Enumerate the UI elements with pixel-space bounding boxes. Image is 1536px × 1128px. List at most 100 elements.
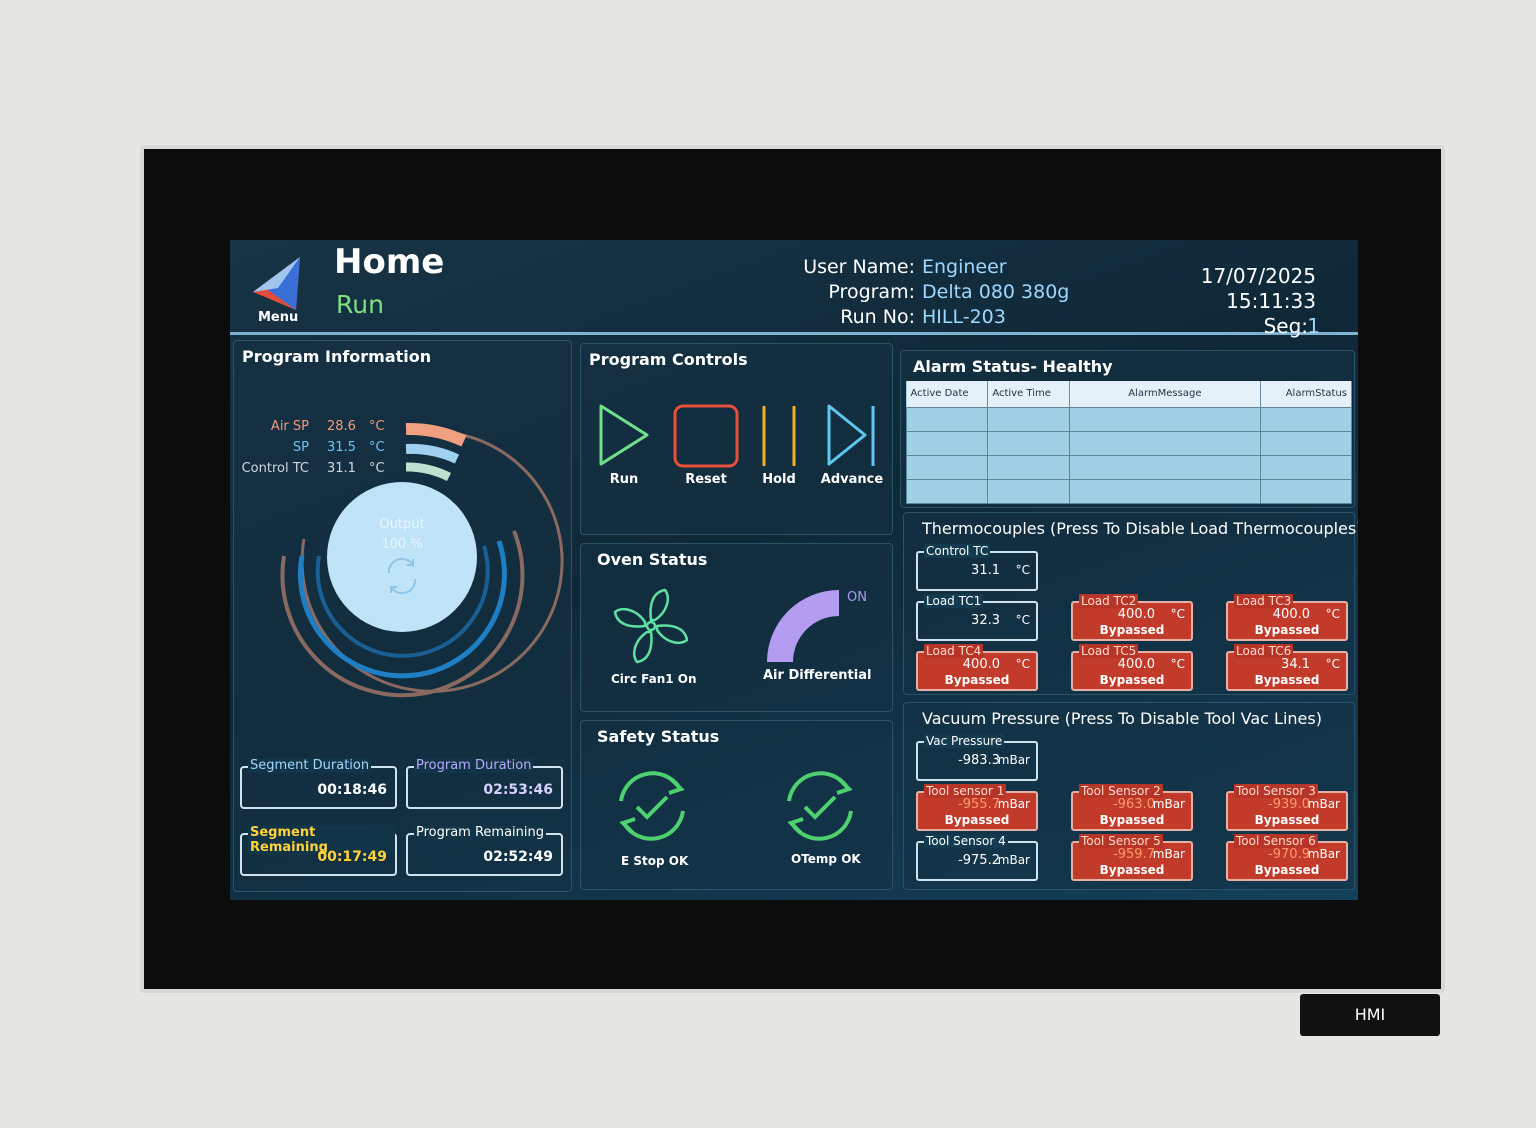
menu-button[interactable]: Menu — [248, 252, 308, 332]
sensor-unit: °C — [1015, 613, 1030, 627]
alarm-column-label: AlarmStatus — [1285, 388, 1347, 400]
alarm-row — [905, 454, 1353, 480]
sensor-unit: mBar — [1152, 797, 1185, 811]
sensor-box[interactable]: Load TC6 34.1 °C Bypassed — [1226, 644, 1348, 691]
sensor-box[interactable]: Load TC2 400.0 °C Bypassed — [1071, 594, 1193, 641]
reading-value: 28.6 — [327, 419, 356, 434]
sensor-label: Load TC1 — [924, 594, 984, 608]
field-value: Engineer — [922, 256, 1007, 278]
panel-title: Vacuum Pressure (Press To Disable Tool V… — [922, 709, 1322, 728]
alarm-cell — [987, 454, 1071, 480]
air-differential-gauge — [767, 590, 839, 662]
sensor-status: Bypassed — [944, 673, 1010, 687]
sensor-box[interactable]: Control TC 31.1 °C — [916, 544, 1038, 591]
panel-title: Program Information — [242, 347, 432, 366]
duration-box: Segment Remaining 00:17:49 — [240, 825, 397, 876]
sensor-unit: mBar — [1307, 797, 1340, 811]
sensor-value: 400.0 — [962, 657, 1000, 672]
reset-icon — [673, 404, 739, 468]
sensor-box[interactable]: Tool Sensor 3 -939.0 mBar Bypassed — [1226, 784, 1348, 831]
sensor-box[interactable]: Tool sensor 1 -955.7 mBar Bypassed — [916, 784, 1038, 831]
hold-button[interactable]: Hold — [744, 402, 814, 497]
reset-button[interactable]: Reset — [671, 402, 741, 497]
menu-icon — [253, 257, 300, 310]
reading-unit: °C — [369, 419, 385, 434]
sensor-status: Bypassed — [1099, 813, 1165, 827]
alarm-row — [905, 430, 1353, 456]
safety-status-panel: Safety Status E Stop OK OTemp OK — [580, 720, 893, 890]
seg-value: 1 — [1307, 314, 1320, 338]
reading-label: Control TC — [241, 461, 309, 476]
alarm-cell — [1259, 454, 1353, 480]
time: 15:11:33 — [1226, 289, 1316, 313]
sensor-label: Vac Pressure — [924, 734, 1005, 748]
sensor-status: Bypassed — [1254, 813, 1320, 827]
alarm-column: AlarmMessage — [1069, 381, 1261, 407]
sensor-unit: °C — [1170, 657, 1185, 671]
alarm-cell — [905, 430, 989, 456]
fan-icon — [613, 588, 689, 664]
run-button[interactable]: Run — [589, 402, 659, 497]
output-gauge — [280, 422, 564, 698]
sensor-box[interactable]: Vac Pressure -983.3 mBar — [916, 734, 1038, 781]
alarm-cell — [1069, 406, 1261, 432]
advance-button[interactable]: Advance — [817, 402, 887, 497]
sensor-box[interactable]: Tool Sensor 5 -959.7 mBar Bypassed — [1071, 834, 1193, 881]
alarm-cell — [905, 454, 989, 480]
alarm-cell — [1069, 430, 1261, 456]
otemp-status: OTemp OK — [791, 852, 861, 866]
sensor-box[interactable]: Load TC5 400.0 °C Bypassed — [1071, 644, 1193, 691]
alarm-cell — [1069, 478, 1261, 504]
sensor-label: Tool Sensor 6 — [1234, 834, 1318, 848]
duration-box: Program Duration 02:53:46 — [406, 758, 563, 809]
alarm-header-row: Active Date Active Time AlarmMessage AlarmS… — [906, 381, 1353, 407]
duration-label: Segment Duration — [248, 758, 372, 773]
sensor-status: Bypassed — [1099, 863, 1165, 877]
duration-value: 02:52:49 — [483, 849, 553, 865]
alarm-row — [905, 406, 1353, 432]
sensor-value: 32.3 — [971, 613, 1000, 628]
sensor-box[interactable]: Load TC4 400.0 °C Bypassed — [916, 644, 1038, 691]
sensor-value: 400.0 — [1272, 607, 1310, 622]
sensor-label: Tool Sensor 5 — [1079, 834, 1163, 848]
duration-box: Program Remaining 02:52:49 — [406, 825, 563, 876]
sensor-box[interactable]: Load TC3 400.0 °C Bypassed — [1226, 594, 1348, 641]
alarm-row — [905, 478, 1353, 504]
sensor-unit: mBar — [1152, 847, 1185, 861]
program-controls-panel: Program Controls Run Reset Hold Advance — [580, 343, 893, 535]
sensor-value: 34.1 — [1281, 657, 1310, 672]
duration-label: Program Remaining — [414, 825, 547, 840]
vacuum-panel[interactable]: Vacuum Pressure (Press To Disable Tool V… — [903, 702, 1355, 890]
alarm-cell — [987, 478, 1071, 504]
alarm-cell — [1259, 430, 1353, 456]
alarm-column: AlarmStatus — [1260, 381, 1353, 407]
sensor-value: -955.7 — [958, 797, 1000, 812]
button-label: Run — [609, 472, 639, 487]
safety-ok-icon — [787, 771, 853, 841]
sensor-box[interactable]: Tool Sensor 6 -970.9 mBar Bypassed — [1226, 834, 1348, 881]
safety-ok-icon — [619, 771, 685, 841]
sensor-label: Tool Sensor 4 — [924, 834, 1008, 848]
output-value: 100 % — [381, 537, 423, 552]
alarm-cell — [905, 406, 989, 432]
reading-label: SP — [292, 440, 309, 455]
sensor-label: Tool Sensor 3 — [1234, 784, 1318, 798]
duration-value: 00:18:46 — [317, 782, 387, 798]
sensor-label: Load TC4 — [924, 644, 984, 658]
header: Menu Home Run User Name: Engineer Program:… — [230, 240, 1358, 338]
duration-value: 02:53:46 — [483, 782, 553, 798]
sensor-value: -939.0 — [1268, 797, 1310, 812]
reading-unit: °C — [369, 440, 385, 455]
sensor-unit: mBar — [997, 853, 1030, 867]
alarm-column-label: Active Date — [910, 388, 969, 400]
thermocouples-panel[interactable]: Thermocouples (Press To Disable Load The… — [903, 512, 1358, 695]
sensor-label: Tool sensor 1 — [924, 784, 1007, 798]
sensor-box[interactable]: Tool Sensor 2 -963.0 mBar Bypassed — [1071, 784, 1193, 831]
sensor-box[interactable]: Tool Sensor 4 -975.2 mBar — [916, 834, 1038, 881]
reading-value: 31.5 — [327, 440, 356, 455]
sensor-label: Load TC3 — [1234, 594, 1294, 608]
sensor-value: -970.9 — [1268, 847, 1310, 862]
sensor-box[interactable]: Load TC1 32.3 °C — [916, 594, 1038, 641]
sensor-label: Tool Sensor 2 — [1079, 784, 1163, 798]
